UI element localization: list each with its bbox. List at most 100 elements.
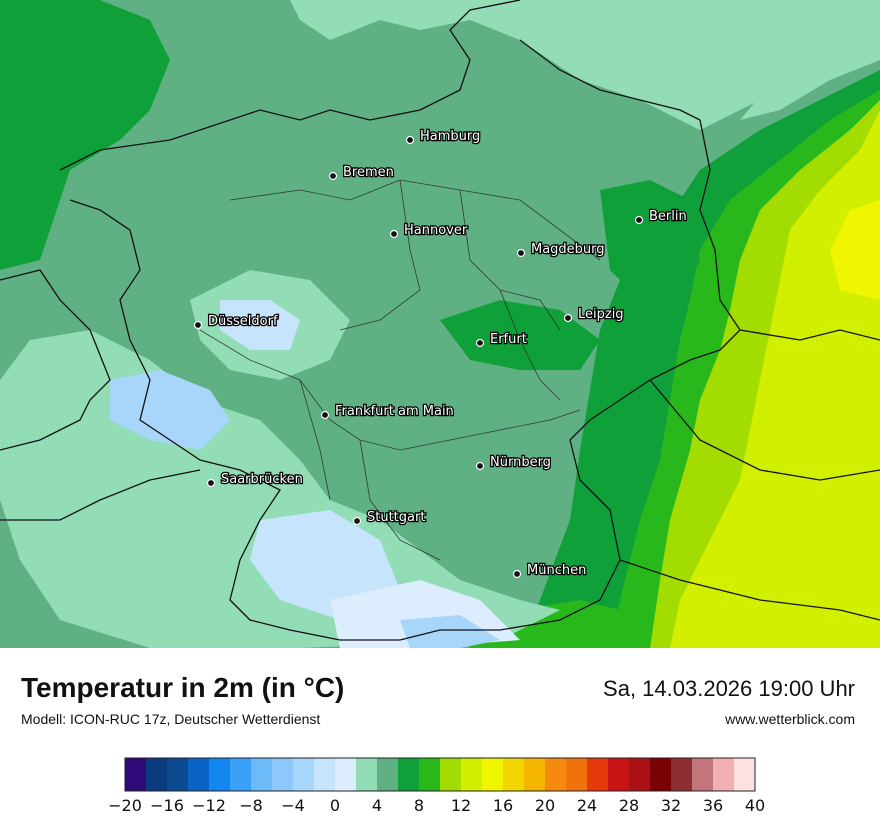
scale-swatch [377, 758, 399, 791]
scale-swatch [314, 758, 336, 791]
cold-spot-eifel [110, 370, 230, 450]
scale-swatch [440, 758, 462, 791]
model-source: Modell: ICON-RUC 17z, Deutscher Wetterdi… [21, 711, 321, 727]
scale-swatch [629, 758, 651, 791]
scale-swatches [125, 758, 756, 791]
scale-tick-label: −12 [192, 796, 226, 815]
scale-tick-label: 24 [577, 796, 597, 815]
city-muenchen: München [512, 562, 588, 579]
borders [0, 0, 880, 641]
city-marker [516, 248, 526, 258]
city-stuttgart: Stuttgart [352, 509, 427, 526]
cold-spot-swabia [250, 510, 400, 620]
city-berlin: Berlin [634, 208, 688, 225]
scale-swatch [419, 758, 441, 791]
scale-swatch [608, 758, 630, 791]
scale-tick-label: −20 [108, 796, 142, 815]
sea-west-deep [0, 0, 170, 270]
scale-swatch [188, 758, 210, 791]
city-leipzig: Leipzig [563, 306, 625, 323]
city-marker [512, 569, 522, 579]
scale-swatch [209, 758, 231, 791]
scale-tick-label: −4 [281, 796, 305, 815]
scale-swatch [356, 758, 378, 791]
city-label: Bremen [343, 165, 394, 180]
scale-frame [124, 757, 756, 792]
map-footer: Temperatur in 2m (in °C) Modell: ICON-RU… [0, 648, 880, 830]
scale-swatch [503, 758, 525, 791]
scale-tick-label: 28 [619, 796, 639, 815]
scale-swatch [293, 758, 315, 791]
city-label: Erfurt [490, 332, 527, 347]
scale-tick-label: 0 [330, 796, 340, 815]
scale-tick-label: 32 [661, 796, 681, 815]
city-duesseldorf: Düsseldorf [193, 313, 279, 330]
scale-tick-label: 8 [414, 796, 424, 815]
city-marker [475, 461, 485, 471]
city-marker [352, 516, 362, 526]
city-label: München [527, 563, 586, 578]
color-scale-legend: −20 −16 −12 −8 −4 0 4 8 12 16 20 24 28 32 36 40 [108, 757, 765, 815]
scale-swatch [251, 758, 273, 791]
scale-swatch [671, 758, 693, 791]
scale-swatch [734, 758, 756, 791]
hottest-zone-east [670, 110, 880, 648]
city-label: Hannover [404, 223, 468, 238]
city-label: Saarbrücken [221, 472, 303, 487]
city-marker [405, 135, 415, 145]
city-label: Düsseldorf [208, 314, 278, 329]
city-label: Stuttgart [367, 510, 425, 525]
city-marker [389, 229, 399, 239]
mild-patch-berlin [600, 180, 700, 300]
scale-swatch [398, 758, 420, 791]
city-frankfurt: Frankfurt am Main [320, 403, 455, 420]
city-marker [320, 410, 330, 420]
cold-spot-ruhr [220, 300, 300, 350]
city-label: Magdeburg [531, 242, 605, 257]
scale-swatch [524, 758, 546, 791]
scale-swatch [167, 758, 189, 791]
scale-swatch [566, 758, 588, 791]
city-saarbruecken: Saarbrücken [206, 471, 304, 488]
scale-swatch [713, 758, 735, 791]
city-label: Nürnberg [490, 455, 551, 470]
scale-tick-label: 20 [535, 796, 555, 815]
city-marker [206, 478, 216, 488]
hot-core [830, 200, 880, 300]
scale-swatch [692, 758, 714, 791]
city-marker [634, 215, 644, 225]
state-borders [199, 179, 601, 561]
scale-tick-label: −16 [150, 796, 184, 815]
scale-swatch [230, 758, 252, 791]
city-erfurt: Erfurt [475, 331, 528, 348]
city-marker [563, 313, 573, 323]
scale-swatch [125, 758, 147, 791]
map-title: Temperatur in 2m (in °C) [21, 672, 345, 703]
scale-tick-label: 12 [451, 796, 471, 815]
sea-baltic-east [740, 0, 880, 120]
city-marker [193, 320, 203, 330]
city-label: Berlin [649, 209, 687, 224]
scale-swatch [146, 758, 168, 791]
scale-swatch [650, 758, 672, 791]
scale-labels: −20 −16 −12 −8 −4 0 4 8 12 16 20 24 28 32 36 40 [108, 796, 765, 815]
scale-swatch [482, 758, 504, 791]
temperature-map: Hamburg Bremen Hannover Berlin Magdeburg… [0, 0, 880, 648]
mild-patch-thuringia [440, 300, 600, 370]
website-link[interactable]: www.wetterblick.com [725, 711, 855, 727]
city-marker [475, 338, 485, 348]
scale-swatch [545, 758, 567, 791]
forecast-datetime: Sa, 14.03.2026 19:00 Uhr [603, 676, 855, 701]
scale-tick-label: 4 [372, 796, 382, 815]
city-label: Frankfurt am Main [335, 404, 454, 419]
scale-tick-label: 40 [745, 796, 765, 815]
scale-tick-label: 16 [493, 796, 513, 815]
scale-tick-label: 36 [703, 796, 723, 815]
scale-swatch [461, 758, 483, 791]
city-label: Hamburg [420, 129, 480, 144]
cold-spot-alpine-peaks [400, 615, 500, 648]
sea-north [290, 0, 840, 130]
city-label: Leipzig [578, 307, 624, 322]
city-magdeburg: Magdeburg [516, 241, 606, 258]
city-bremen: Bremen [328, 164, 395, 181]
